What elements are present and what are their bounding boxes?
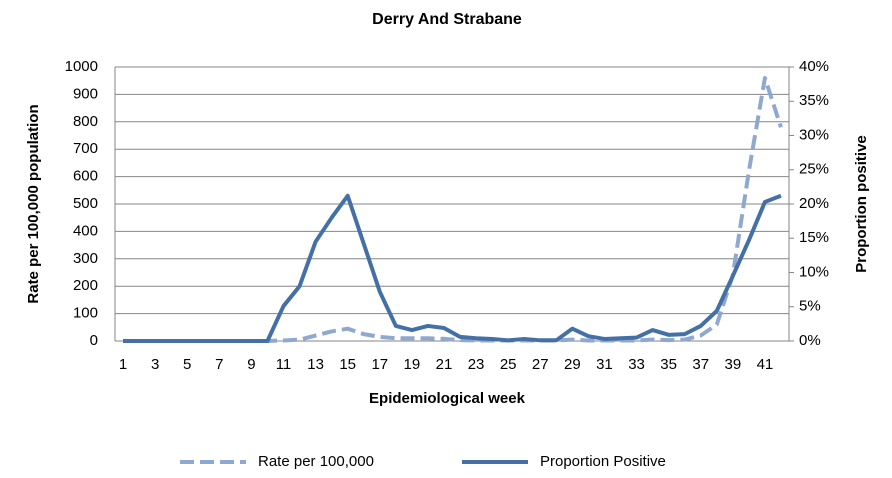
x-axis-title: Epidemiological week bbox=[369, 390, 526, 407]
y-tick-label: 600 bbox=[73, 168, 98, 185]
x-tick-label: 11 bbox=[276, 356, 292, 373]
x-tick-label: 35 bbox=[660, 356, 677, 373]
y-tick-label: 200 bbox=[73, 277, 98, 294]
x-tick-label: 37 bbox=[692, 356, 709, 373]
y2-tick-label: 15% bbox=[799, 229, 829, 246]
x-tick-label: 5 bbox=[183, 356, 191, 373]
y2-tick-label: 35% bbox=[799, 92, 829, 109]
y2-tick-label: 25% bbox=[799, 161, 829, 178]
y2-tick-label: 5% bbox=[799, 298, 821, 315]
chart-title: Derry And Strabane bbox=[372, 11, 522, 28]
x-tick-label: 21 bbox=[436, 356, 453, 373]
x-tick-label: 25 bbox=[500, 356, 517, 373]
y2-tick-label: 40% bbox=[799, 58, 829, 75]
x-tick-label: 17 bbox=[371, 356, 388, 373]
y-tick-label: 800 bbox=[73, 113, 98, 130]
x-tick-label: 33 bbox=[628, 356, 645, 373]
x-tick-label: 29 bbox=[564, 356, 581, 373]
x-tick-label: 15 bbox=[339, 356, 356, 373]
x-tick-label: 23 bbox=[468, 356, 485, 373]
x-tick-label: 3 bbox=[151, 356, 159, 373]
legend-label: Rate per 100,000 bbox=[258, 453, 374, 470]
y2-tick-label: 0% bbox=[799, 332, 821, 349]
x-tick-label: 7 bbox=[215, 356, 223, 373]
y-tick-label: 0 bbox=[90, 332, 98, 349]
x-tick-label: 9 bbox=[247, 356, 255, 373]
y2-tick-label: 10% bbox=[799, 263, 829, 280]
y-tick-label: 400 bbox=[73, 222, 98, 239]
x-tick-label: 31 bbox=[596, 356, 613, 373]
x-tick-label: 13 bbox=[307, 356, 324, 373]
x-tick-label: 1 bbox=[119, 356, 127, 373]
x-tick-label: 41 bbox=[757, 356, 774, 373]
x-tick-label: 39 bbox=[724, 356, 741, 373]
y-tick-label: 100 bbox=[73, 305, 98, 322]
legend-label: Proportion Positive bbox=[540, 453, 666, 470]
y-axis-title: Rate per 100,000 population bbox=[25, 104, 42, 303]
y-tick-label: 300 bbox=[73, 250, 98, 267]
y-tick-label: 700 bbox=[73, 140, 98, 157]
y2-tick-label: 20% bbox=[799, 195, 829, 212]
series-line bbox=[123, 75, 783, 343]
y2-tick-label: 30% bbox=[799, 126, 829, 143]
y-tick-label: 900 bbox=[73, 85, 98, 102]
x-tick-label: 19 bbox=[404, 356, 421, 373]
y-tick-label: 1000 bbox=[65, 58, 98, 75]
y-tick-label: 500 bbox=[73, 195, 98, 212]
y2-axis-title: Proportion positive bbox=[853, 135, 870, 273]
series-line bbox=[123, 193, 782, 343]
x-tick-label: 27 bbox=[532, 356, 549, 373]
